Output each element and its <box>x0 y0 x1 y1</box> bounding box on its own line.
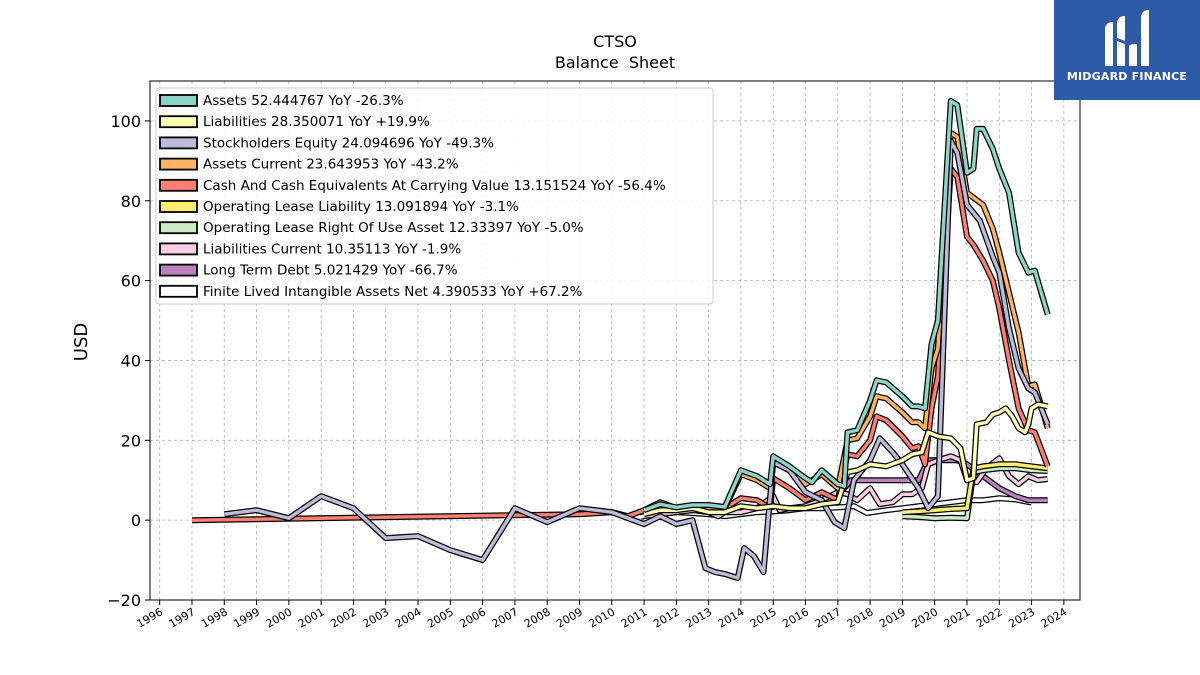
x-tick-label: 2009 <box>554 605 585 630</box>
legend-swatch <box>159 284 198 298</box>
legend-swatch <box>159 136 198 150</box>
legend-swatch <box>159 157 198 171</box>
legend-swatch <box>159 115 198 129</box>
brand-logo: MIDGARD FINANCE <box>1054 0 1200 100</box>
series-stroke <box>643 402 1049 516</box>
x-tick-label: 1998 <box>199 605 230 630</box>
legend-item: Finite Lived Intangible Assets Net 4.390… <box>159 284 583 300</box>
legend-swatch <box>159 221 198 235</box>
x-tick-label: 2023 <box>1006 605 1037 630</box>
x-tick-label: 2010 <box>587 605 618 630</box>
legend-item: Liabilities 28.350071 YoY +19.9% <box>159 114 430 130</box>
legend-label: Liabilities Current 10.35113 YoY -1.9% <box>203 241 461 257</box>
legend-item: Assets Current 23.643953 YoY -43.2% <box>159 157 459 173</box>
x-tick-label: 2014 <box>716 605 747 630</box>
y-tick-label: −20 <box>107 591 141 610</box>
x-tick-label: 2007 <box>490 605 521 630</box>
x-tick-label: 2017 <box>813 605 844 630</box>
x-tick-label: 1999 <box>231 605 262 630</box>
chart-subtitle: Balance Sheet <box>555 53 675 72</box>
x-tick-label: 2020 <box>909 605 940 630</box>
legend-item: Operating Lease Liability 13.091894 YoY … <box>159 199 519 215</box>
series-line <box>643 98 1051 514</box>
legend-item: Long Term Debt 5.021429 YoY -66.7% <box>159 263 458 279</box>
chart-title: CTSO <box>593 32 637 51</box>
y-tick-label: 0 <box>131 511 141 530</box>
series-stroke <box>643 99 1050 512</box>
x-tick-label: 2013 <box>683 605 714 630</box>
legend-swatch <box>159 242 198 256</box>
legend-label: Operating Lease Liability 13.091894 YoY … <box>203 199 519 215</box>
x-tick-label: 2016 <box>780 605 811 630</box>
legend-box <box>155 87 714 305</box>
x-tick-label: 2011 <box>619 605 650 630</box>
legend-item: Operating Lease Right Of Use Asset 12.33… <box>159 220 584 236</box>
y-axis-label: USD <box>71 323 92 361</box>
x-tick-label: 2002 <box>328 605 359 630</box>
y-tick-label: 80 <box>121 192 141 211</box>
x-tick-label: 2024 <box>1039 605 1070 630</box>
legend-swatch <box>159 263 198 277</box>
legend-swatch <box>159 178 198 192</box>
brand-name: MIDGARD FINANCE <box>1066 70 1188 83</box>
y-tick-label: 60 <box>121 272 141 291</box>
x-tick-label: 2004 <box>393 605 424 630</box>
x-tick-label: 2008 <box>522 605 553 630</box>
legend-label: Finite Lived Intangible Assets Net 4.390… <box>203 284 583 300</box>
x-tick-label: 2018 <box>845 605 876 630</box>
mh-monogram-icon <box>1105 10 1149 66</box>
y-tick-label: 100 <box>110 112 141 131</box>
series-lines <box>191 98 1051 581</box>
y-tick-label: 20 <box>121 431 141 450</box>
legend-label: Cash And Cash Equivalents At Carrying Va… <box>203 178 666 194</box>
legend-swatch <box>159 200 198 213</box>
legend-item: Liabilities Current 10.35113 YoY -1.9% <box>159 241 461 257</box>
x-tick-label: 2015 <box>748 605 779 630</box>
legend-label: Liabilities 28.350071 YoY +19.9% <box>203 114 430 130</box>
legend-item: Assets 52.444767 YoY -26.3% <box>159 93 404 109</box>
legend-label: Long Term Debt 5.021429 YoY -66.7% <box>203 263 458 279</box>
series-line <box>643 401 1049 518</box>
legend-label: Operating Lease Right Of Use Asset 12.33… <box>203 220 584 236</box>
legend-label: Assets 52.444767 YoY -26.3% <box>203 93 404 109</box>
x-tick-label: 2022 <box>974 605 1005 630</box>
x-tick-label: 2019 <box>877 605 908 630</box>
axes-frame <box>149 80 1081 601</box>
x-tick-label: 2006 <box>457 605 488 630</box>
legend-item: Cash And Cash Equivalents At Carrying Va… <box>159 178 666 194</box>
x-tick-label: 2021 <box>942 605 973 630</box>
y-tick-label: 40 <box>121 351 141 370</box>
x-tick-label: 2012 <box>651 605 682 630</box>
x-tick-label: 2000 <box>264 605 295 630</box>
legend: Assets 52.444767 YoY -26.3% Liabilities 2… <box>155 87 714 305</box>
legend-label: Assets Current 23.643953 YoY -43.2% <box>203 157 459 173</box>
x-tick-label: 2001 <box>296 605 327 630</box>
legend-swatch <box>159 94 198 107</box>
legend-item: Stockholders Equity 24.094696 YoY -49.3% <box>159 135 494 151</box>
legend-label: Stockholders Equity 24.094696 YoY -49.3% <box>203 135 494 151</box>
x-tick-label: 2005 <box>425 605 456 630</box>
x-tick-label: 2003 <box>360 605 391 630</box>
x-tick-label: 1997 <box>167 605 198 630</box>
